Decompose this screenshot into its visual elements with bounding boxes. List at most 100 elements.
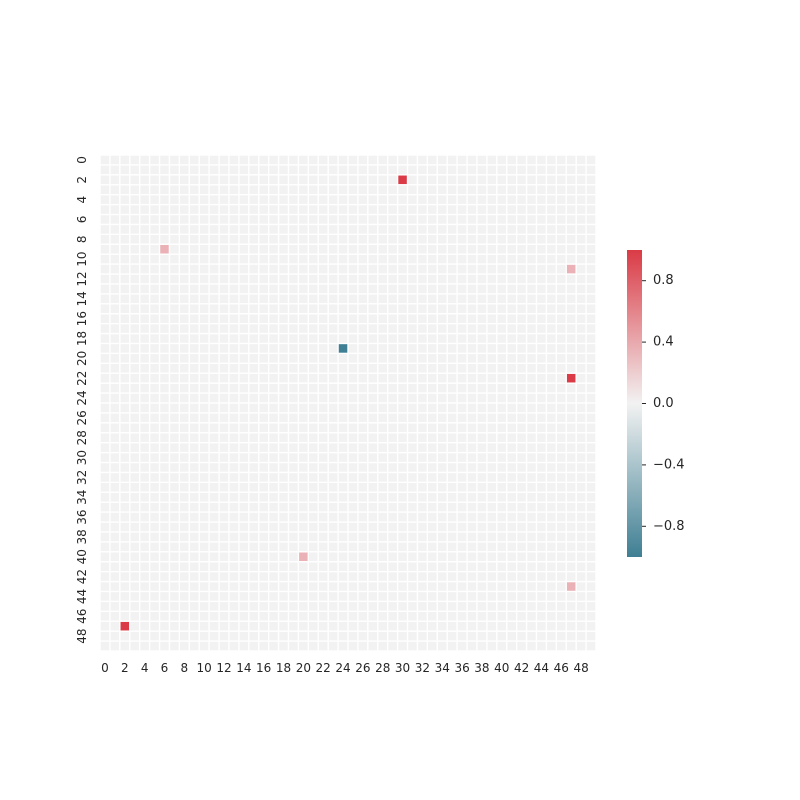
heatmap-cell xyxy=(408,324,417,333)
heatmap-cell xyxy=(110,155,120,165)
heatmap-cell xyxy=(199,453,209,462)
heatmap-cell xyxy=(457,443,467,452)
heatmap-cell xyxy=(527,641,536,651)
heatmap-cell xyxy=(299,443,308,452)
heatmap-cell xyxy=(358,403,368,413)
heatmap-cell xyxy=(180,314,189,323)
heatmap-cell xyxy=(437,344,447,353)
heatmap-cell xyxy=(566,175,576,185)
heatmap-cell xyxy=(557,433,566,442)
heatmap-cell xyxy=(249,364,259,373)
heatmap-cell xyxy=(497,473,507,482)
heatmap-cell xyxy=(209,324,219,333)
heatmap-cell xyxy=(418,254,427,264)
heatmap-cell xyxy=(428,244,437,254)
heatmap-cell xyxy=(408,621,417,631)
heatmap-cell xyxy=(557,582,566,591)
heatmap-cell xyxy=(398,254,407,264)
heatmap-cell xyxy=(527,612,536,621)
heatmap-cell xyxy=(289,314,298,323)
heatmap-cell xyxy=(537,463,546,472)
heatmap-cell xyxy=(368,165,378,175)
heatmap-cell xyxy=(269,344,278,353)
heatmap-cell xyxy=(180,433,189,442)
heatmap-cell xyxy=(269,205,278,214)
heatmap-cell xyxy=(428,463,437,472)
heatmap-cell xyxy=(239,473,249,482)
heatmap-cell xyxy=(219,582,229,591)
heatmap-cell xyxy=(566,473,576,482)
heatmap-cell xyxy=(140,334,149,343)
heatmap-cell xyxy=(557,542,566,552)
heatmap-cell xyxy=(219,423,229,433)
heatmap-cell xyxy=(150,274,159,284)
heatmap-cell xyxy=(586,393,596,403)
heatmap-cell xyxy=(477,542,487,552)
heatmap-cell xyxy=(398,334,407,343)
heatmap-cell xyxy=(487,175,497,185)
heatmap-cell xyxy=(447,344,457,353)
heatmap-cell xyxy=(209,592,219,601)
heatmap-cell xyxy=(239,463,249,472)
heatmap-cell xyxy=(418,602,427,611)
heatmap-cell xyxy=(140,393,149,403)
heatmap-cell xyxy=(170,165,179,175)
heatmap-cell xyxy=(318,215,328,224)
heatmap-cell xyxy=(428,284,437,294)
heatmap-cell xyxy=(209,215,219,224)
heatmap-cell xyxy=(557,463,566,472)
heatmap-cell xyxy=(180,254,189,264)
heatmap-cell xyxy=(259,264,268,274)
heatmap-cell xyxy=(398,244,407,254)
heatmap-cell xyxy=(110,621,120,631)
colorbar-tick-label: 0.8 xyxy=(653,273,674,288)
heatmap-cell xyxy=(180,244,189,254)
heatmap-cell xyxy=(259,463,268,472)
heatmap-cell xyxy=(348,264,358,274)
heatmap-cell xyxy=(140,483,149,492)
heatmap-cell xyxy=(150,453,159,462)
heatmap-cell xyxy=(576,284,586,294)
heatmap-cell xyxy=(586,284,596,294)
heatmap-cell xyxy=(299,631,308,641)
heatmap-cell xyxy=(318,304,328,314)
heatmap-cell xyxy=(299,592,308,601)
heatmap-cell xyxy=(497,443,507,452)
heatmap-cell xyxy=(289,225,298,234)
heatmap-cell xyxy=(199,562,209,571)
heatmap-cell xyxy=(180,562,189,571)
heatmap-cell xyxy=(140,473,149,482)
heatmap-cell xyxy=(388,492,397,502)
heatmap-cell xyxy=(279,373,288,383)
heatmap-cell xyxy=(517,612,526,621)
heatmap-cell xyxy=(189,542,199,552)
heatmap-cell xyxy=(368,483,378,492)
heatmap-cell xyxy=(170,175,179,185)
heatmap-cell xyxy=(348,502,358,512)
heatmap-cell xyxy=(269,483,278,492)
heatmap-cell xyxy=(428,532,437,542)
heatmap-cell xyxy=(180,334,189,343)
heatmap-cell xyxy=(150,324,159,333)
heatmap-cell xyxy=(557,264,566,274)
heatmap-cell xyxy=(457,582,467,591)
heatmap-cell xyxy=(180,552,189,562)
heatmap-cell xyxy=(209,354,219,363)
heatmap-cell xyxy=(576,522,586,532)
heatmap-cell xyxy=(487,364,497,373)
x-tick-label: 6 xyxy=(161,661,169,675)
heatmap-cell xyxy=(437,433,447,442)
heatmap-cell xyxy=(388,562,397,571)
heatmap-cell xyxy=(457,502,467,512)
heatmap-cell xyxy=(477,641,487,651)
heatmap-cell xyxy=(318,314,328,323)
heatmap-cell xyxy=(467,284,477,294)
heatmap-cell xyxy=(229,512,239,522)
heatmap-cell xyxy=(557,235,566,244)
heatmap-cell xyxy=(289,552,298,562)
heatmap-cell xyxy=(388,354,397,363)
heatmap-cell xyxy=(398,562,407,571)
heatmap-cell xyxy=(586,175,596,185)
heatmap-cell xyxy=(576,502,586,512)
heatmap-cell xyxy=(487,264,497,274)
